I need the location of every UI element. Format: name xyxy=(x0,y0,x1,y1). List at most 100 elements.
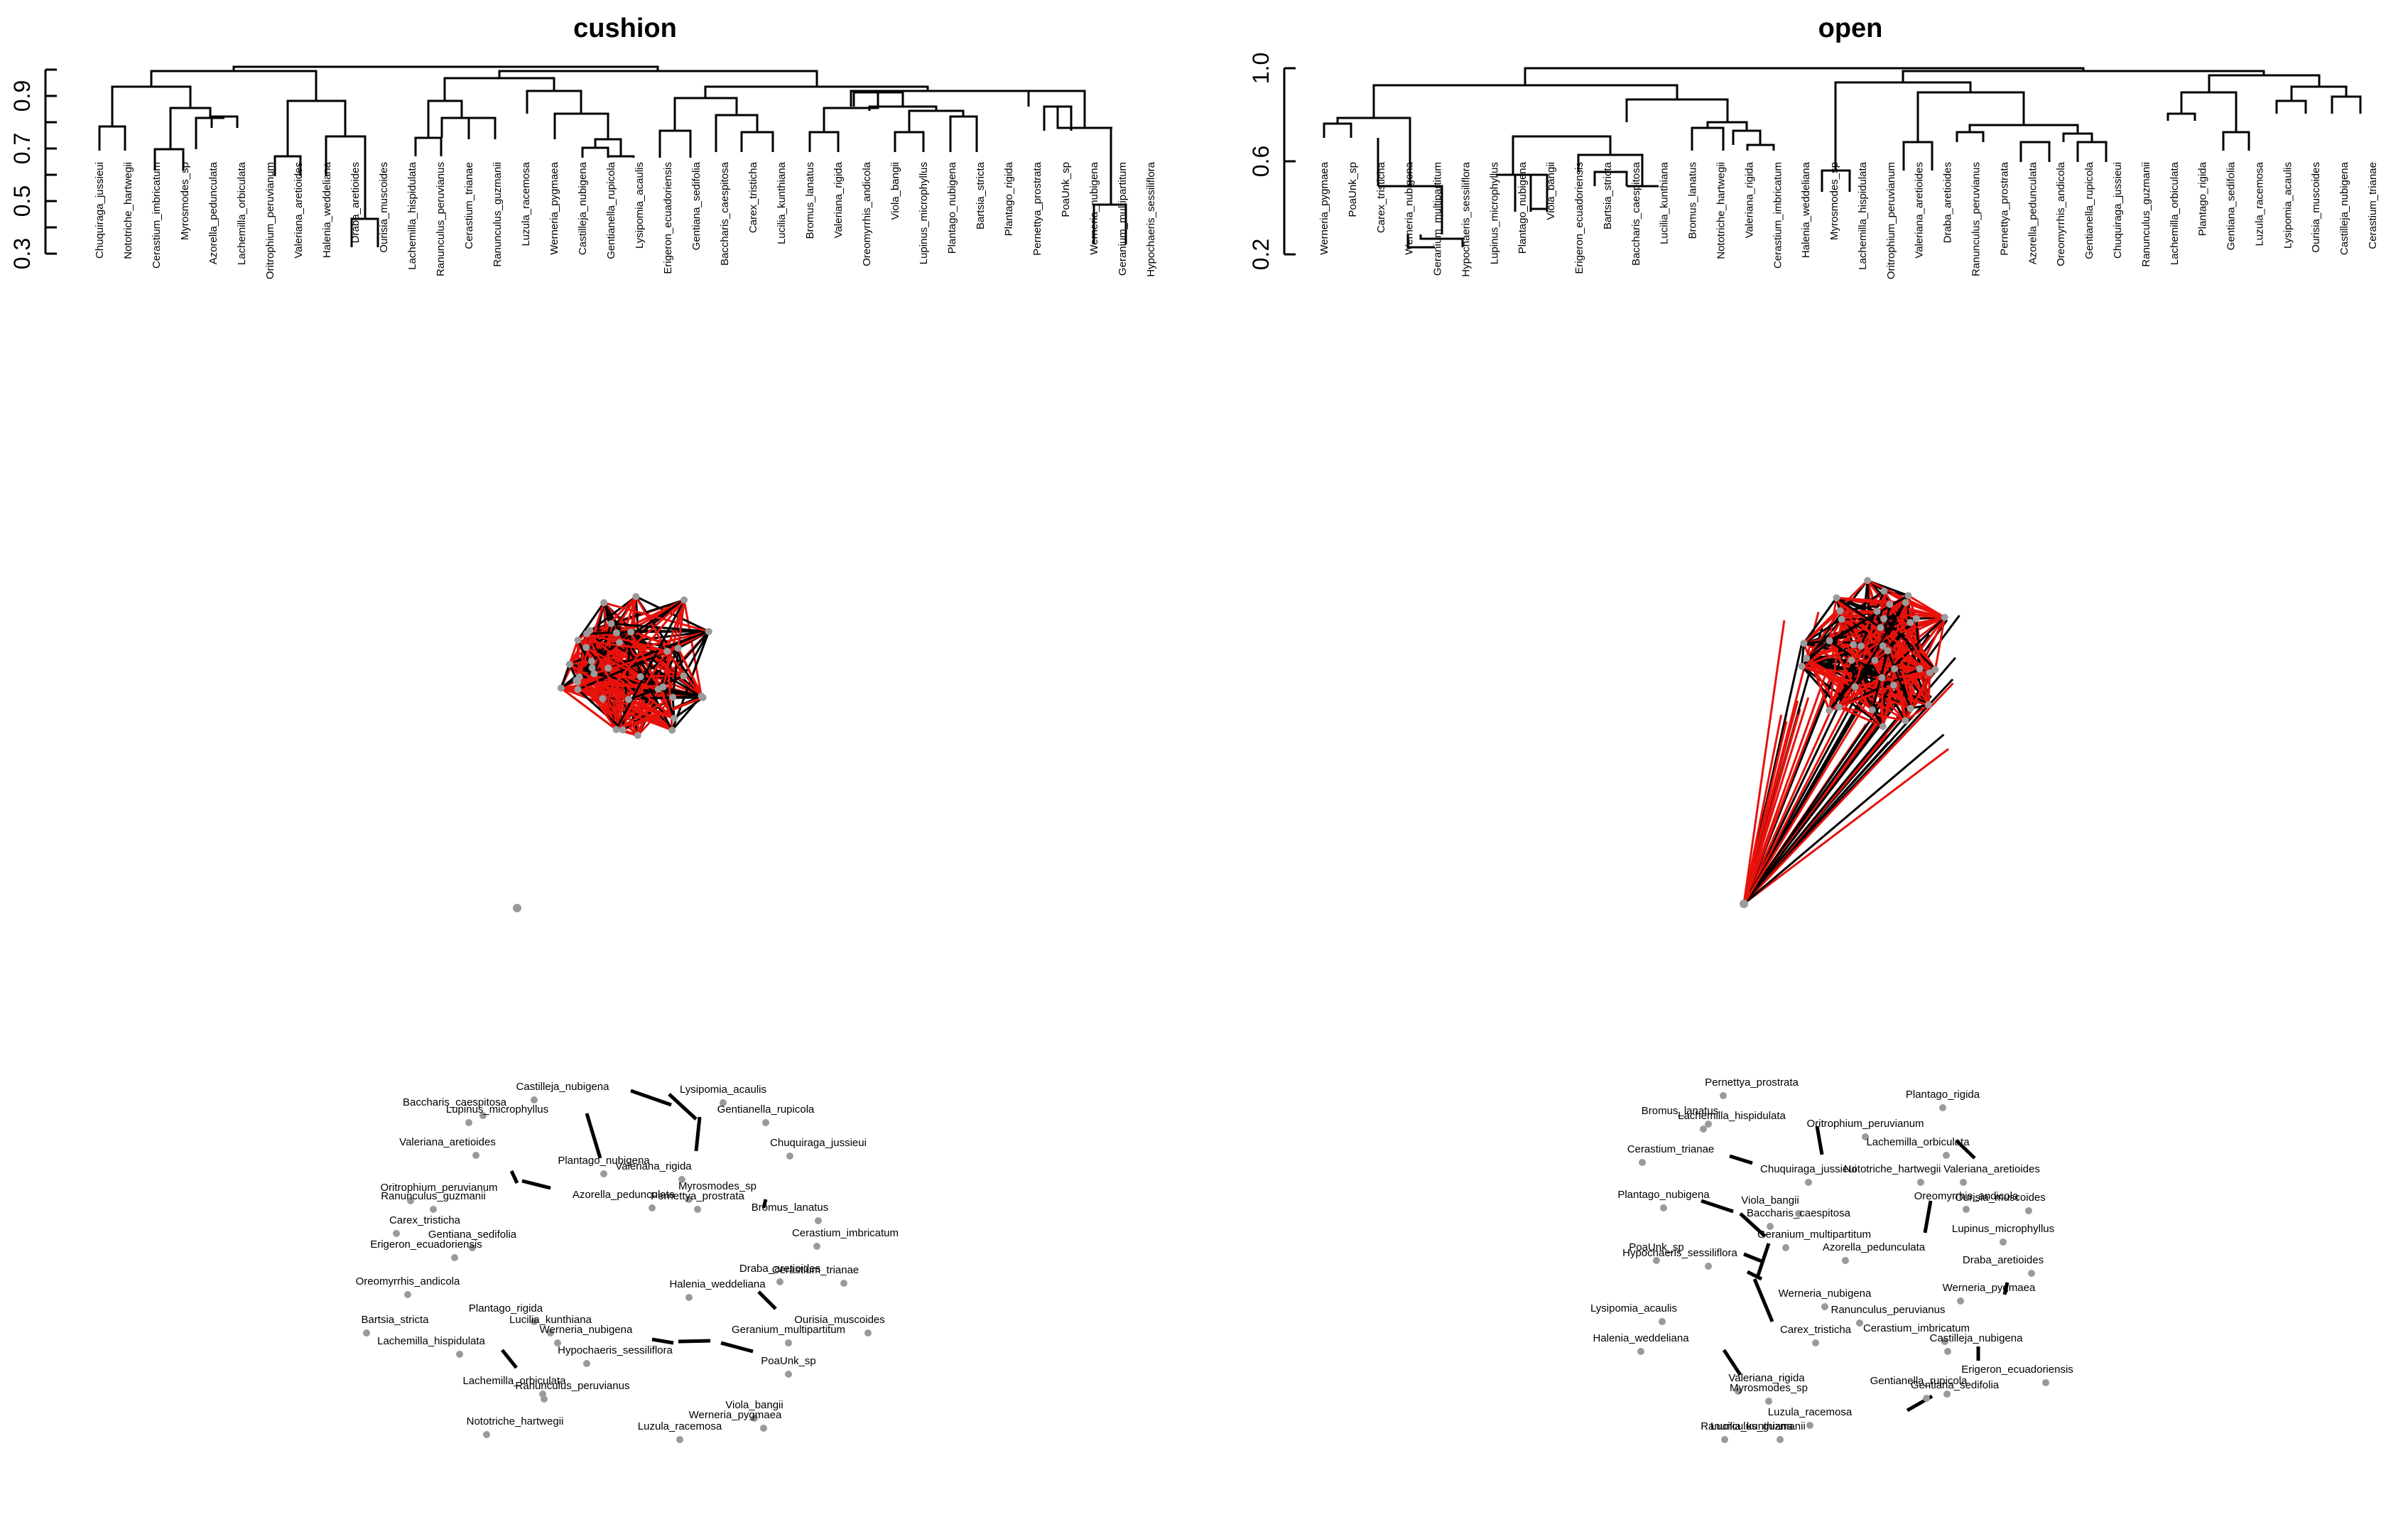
network-node xyxy=(864,1329,872,1337)
dendrogram-leaf-label: Ourisia_muscoides xyxy=(378,162,390,253)
network-node-label: Werneria_pygmaea xyxy=(689,1409,782,1421)
network-node xyxy=(430,1206,437,1213)
dendrogram-leaf-label: Gentiana_sedifolia xyxy=(2225,161,2238,250)
network-node xyxy=(589,664,596,671)
open-y-tick-labels: 0.2 0.6 1.0 xyxy=(1248,53,1274,270)
network-node xyxy=(680,596,688,603)
network-node xyxy=(1700,1125,1707,1133)
dendrogram-leaf-label: Lachemilla_hispidulata xyxy=(1857,161,1869,269)
dendrogram-leaf-label: Gentiana_sedifolia xyxy=(690,161,703,250)
network-node xyxy=(663,648,671,655)
network-node xyxy=(680,672,687,679)
network-node-label: Nototriche_hartwegii xyxy=(467,1415,564,1427)
network-node xyxy=(1821,1303,1828,1310)
network-node xyxy=(625,696,632,703)
network-node xyxy=(1880,642,1887,649)
network-node xyxy=(1833,594,1840,601)
network-node xyxy=(1826,707,1833,714)
dendrogram-leaf-label: Castilleja_nubigena xyxy=(2338,161,2350,255)
network-node xyxy=(1864,577,1871,584)
network-node xyxy=(1871,657,1878,664)
network-node xyxy=(785,1371,792,1378)
network-node xyxy=(1660,1204,1667,1211)
network-node xyxy=(613,726,620,733)
dendrogram-leaf-label: Luzula_racemosa xyxy=(2253,161,2265,246)
open-network-labels: Pernettya_prostrataPlantago_rigidaBromus… xyxy=(1590,1076,2073,1443)
dendrogram-leaf-label: PoaUnk_sp xyxy=(1060,162,1072,217)
network-node-label: Viola_bangii xyxy=(1741,1194,1799,1206)
dendrogram-leaf-label: Gentianella_rupicola xyxy=(2083,161,2095,259)
network-node xyxy=(786,1152,793,1160)
network-node xyxy=(632,593,639,600)
dendrogram-leaf-label: Draba_aretioides xyxy=(349,162,362,243)
dendrogram-leaf-label: Carex_tristicha xyxy=(747,161,759,233)
network-node-label: Pernettya_prostrata xyxy=(1705,1076,1799,1089)
dendrogram-leaf-label: Valeriana_rigida xyxy=(1743,161,1755,238)
network-node xyxy=(1765,1398,1772,1405)
network-node-label: Chuquiraga_jussieui xyxy=(770,1137,867,1149)
dendrogram-leaf-label: Cerastium_trianae xyxy=(463,162,475,249)
dendrogram-leaf-label: Viola_bangii xyxy=(1545,162,1557,220)
network-node xyxy=(1869,706,1876,713)
network-node xyxy=(637,673,644,680)
network-node xyxy=(1890,681,1897,689)
network-node xyxy=(694,1206,701,1213)
dendrogram-leaf-label: Oritrophium_peruvianum xyxy=(1885,162,1897,279)
network-node xyxy=(1842,1257,1849,1264)
network-node xyxy=(604,664,612,671)
dendrogram-leaf-label: Ranunculus_peruvianus xyxy=(435,162,447,276)
network-node-label: Ranunculus_guzmanii xyxy=(1701,1420,1806,1432)
network-node-label: Gentianella_rupicola xyxy=(717,1103,815,1116)
network-node xyxy=(760,1425,767,1432)
dendrogram-leaf-label: Lucilia_kunthiana xyxy=(1659,161,1671,244)
network-node-label: Ourisia_muscoides xyxy=(1955,1192,2046,1204)
dendrogram-leaf-label: Erigeron_ecuadoriensis xyxy=(662,162,674,274)
network-node xyxy=(1886,601,1893,608)
network-node xyxy=(2028,1270,2035,1277)
network-node xyxy=(1880,588,1887,595)
network-node-label: Werneria_pygmaea xyxy=(1943,1282,2036,1294)
network-node-label: Cerastium_trianae xyxy=(1627,1143,1715,1155)
network-node xyxy=(1944,1348,1951,1355)
network-node xyxy=(1659,1318,1666,1325)
network-node xyxy=(586,627,593,634)
network-node-label: Lysipomia_acaulis xyxy=(1590,1302,1677,1314)
network-node xyxy=(1812,1339,1819,1346)
network-node-label: Valeriana_rigida xyxy=(615,1160,692,1172)
network-node-label: Halenia_weddeliana xyxy=(1593,1332,1689,1344)
network-node xyxy=(668,727,676,734)
network-node-label: Lysipomia_acaulis xyxy=(680,1084,766,1096)
network-node-label: PoaUnk_sp xyxy=(761,1355,816,1367)
network-node xyxy=(613,630,620,637)
network-node xyxy=(451,1254,458,1261)
open-y-tick-label: 0.2 xyxy=(1248,239,1274,270)
network-node xyxy=(531,1096,538,1103)
network-node-label: Bartsia_stricta xyxy=(361,1314,429,1326)
dendrogram-leaf-label: Bromus_lanatus xyxy=(804,162,816,239)
network-node xyxy=(1907,619,1914,626)
network-node-label: Hypochaeris_sessiliflora xyxy=(558,1344,673,1356)
network-node xyxy=(627,628,634,635)
network-node-label: Erigeron_ecuadoriensis xyxy=(370,1238,482,1251)
open-hairball-network xyxy=(1740,577,1960,908)
network-node xyxy=(700,694,707,701)
dendrogram-leaf-label: Valeriana_rigida xyxy=(833,161,845,238)
network-node-label: Werneria_nubigena xyxy=(540,1324,633,1336)
dendrogram-leaf-label: Erigeron_ecuadoriensis xyxy=(1573,162,1585,274)
network-node xyxy=(1904,592,1911,599)
network-node xyxy=(576,674,583,681)
network-node-label: Castilleja_nubigena xyxy=(516,1081,610,1093)
network-node xyxy=(1838,616,1845,623)
cushion-y-axis xyxy=(45,70,57,254)
dendrogram-leaf-label: Geranium_multipartitum xyxy=(1432,162,1444,276)
network-node xyxy=(1902,599,1909,606)
dendrogram-leaf-label: Pernettya_prostrata xyxy=(1031,161,1043,255)
network-node-label: Carex_tristicha xyxy=(1780,1324,1852,1336)
network-node xyxy=(1835,703,1843,711)
network-node xyxy=(404,1291,411,1298)
network-node xyxy=(634,732,641,739)
network-node xyxy=(465,1119,472,1126)
dendrogram-leaf-label: Geranium_multipartitum xyxy=(1117,162,1129,276)
network-node xyxy=(1637,1348,1644,1355)
